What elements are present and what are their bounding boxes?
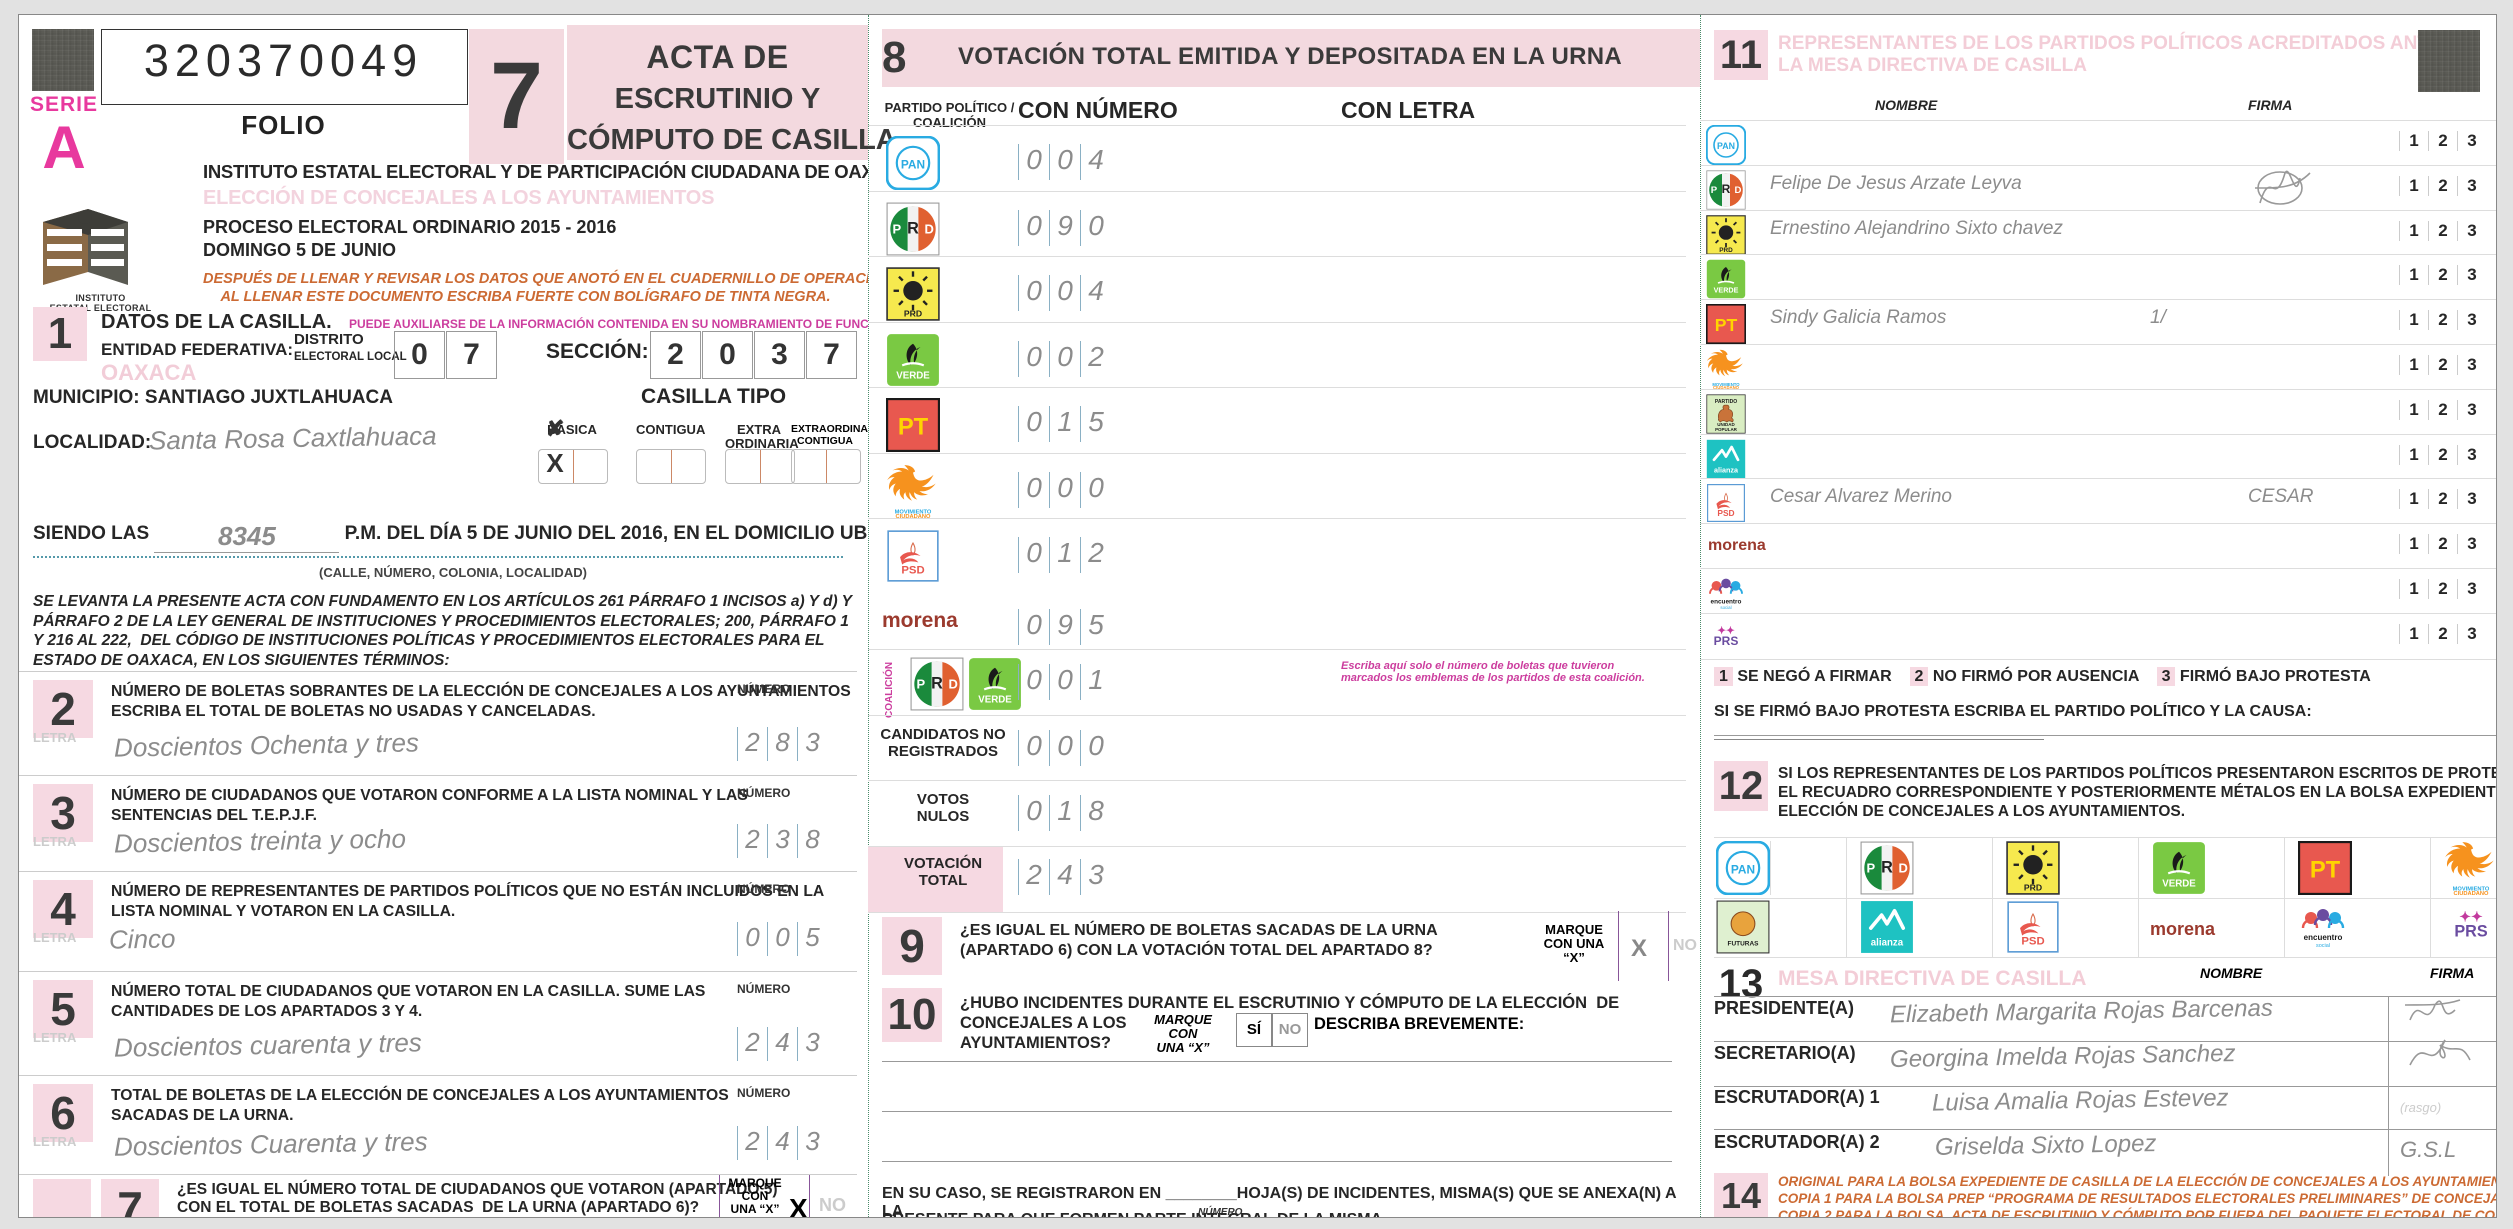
svg-text:D: D	[925, 221, 934, 236]
svg-text:alianza: alianza	[1714, 465, 1739, 474]
svg-text:PSD: PSD	[2021, 935, 2044, 947]
svg-text:VERDE: VERDE	[2162, 878, 2196, 889]
svg-text:P: P	[1711, 185, 1718, 196]
svg-text:D: D	[1899, 860, 1908, 875]
svg-text:VERDE: VERDE	[978, 694, 1012, 705]
svg-text:PRS: PRS	[2454, 923, 2487, 941]
svg-text:social: social	[2316, 943, 2330, 949]
svg-text:PAN: PAN	[1717, 141, 1735, 151]
svg-text:R: R	[907, 219, 919, 237]
svg-text:PT: PT	[898, 414, 929, 441]
svg-text:POPULAR: POPULAR	[1715, 427, 1738, 432]
svg-text:PSD: PSD	[1717, 508, 1734, 518]
svg-text:PRS: PRS	[1714, 634, 1739, 648]
svg-text:PRD: PRD	[1719, 246, 1733, 253]
svg-text:CIUDADANO: CIUDADANO	[2454, 891, 2489, 895]
svg-text:FUTURAS: FUTURAS	[1728, 940, 1760, 947]
svg-text:encuentro: encuentro	[2304, 933, 2343, 942]
svg-text:PARTIDO: PARTIDO	[1715, 399, 1737, 405]
svg-text:R: R	[1881, 858, 1893, 876]
svg-text:D: D	[1735, 185, 1742, 196]
svg-text:PAN: PAN	[901, 157, 925, 171]
svg-text:P: P	[1866, 860, 1875, 875]
svg-text:alianza: alianza	[1871, 937, 1904, 948]
svg-text:VERDE: VERDE	[896, 370, 930, 381]
svg-text:CIUDADANO: CIUDADANO	[896, 514, 931, 518]
svg-text:PRD: PRD	[2024, 883, 2042, 893]
svg-text:PT: PT	[1715, 315, 1738, 335]
svg-text:P: P	[892, 221, 901, 236]
svg-text:social: social	[1720, 605, 1731, 610]
svg-text:PSD: PSD	[901, 564, 924, 576]
svg-text:R: R	[1722, 182, 1731, 196]
svg-text:R: R	[931, 674, 943, 692]
svg-text:PT: PT	[2310, 857, 2341, 884]
svg-text:P: P	[916, 676, 925, 691]
svg-text:PAN: PAN	[1731, 862, 1755, 876]
svg-text:D: D	[949, 676, 958, 691]
svg-text:PRD: PRD	[904, 309, 922, 319]
svg-text:VERDE: VERDE	[1714, 286, 1739, 295]
